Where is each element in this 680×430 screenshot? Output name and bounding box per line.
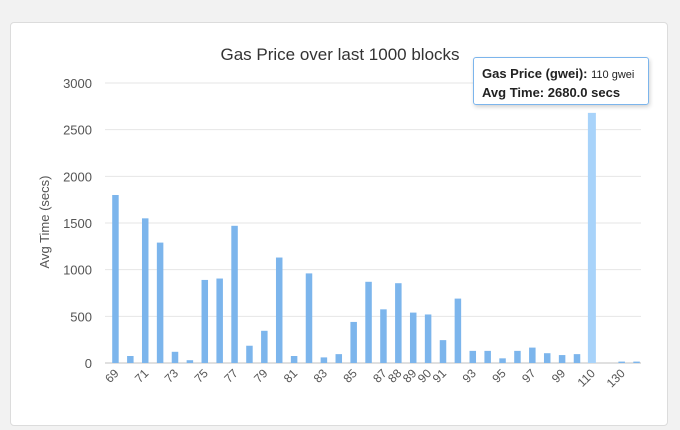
bar[interactable] bbox=[543, 353, 551, 363]
bar[interactable] bbox=[558, 355, 566, 363]
bar[interactable] bbox=[529, 347, 536, 363]
x-tick-label: 85 bbox=[340, 366, 360, 386]
bar[interactable] bbox=[350, 321, 357, 363]
bar[interactable] bbox=[409, 312, 417, 363]
bar[interactable] bbox=[290, 356, 298, 363]
bar[interactable] bbox=[231, 225, 238, 363]
x-tick-label: 75 bbox=[192, 366, 212, 386]
x-tick-label: 81 bbox=[281, 366, 301, 386]
y-tick-label: 500 bbox=[70, 309, 92, 324]
y-tick-label: 1500 bbox=[63, 216, 92, 231]
y-axis-label: Avg Time (secs) bbox=[37, 176, 52, 269]
x-tick-label: 91 bbox=[430, 366, 450, 386]
y-tick-label: 3000 bbox=[63, 76, 92, 91]
bar[interactable] bbox=[127, 356, 134, 363]
bar[interactable] bbox=[587, 112, 596, 363]
x-tick-label: 130 bbox=[604, 366, 628, 390]
bar[interactable] bbox=[424, 314, 432, 363]
x-tick-label: 97 bbox=[519, 366, 539, 386]
grid-lines bbox=[105, 82, 641, 364]
bars bbox=[112, 112, 640, 363]
bar[interactable] bbox=[275, 257, 283, 363]
bar[interactable] bbox=[320, 357, 328, 363]
x-tick-label: 79 bbox=[251, 366, 271, 386]
bar[interactable] bbox=[365, 281, 372, 363]
x-tick-label: 99 bbox=[549, 366, 569, 386]
bar[interactable] bbox=[305, 273, 313, 363]
bar[interactable] bbox=[469, 350, 477, 363]
x-tick-label: 71 bbox=[132, 366, 152, 386]
bar[interactable] bbox=[216, 278, 223, 363]
x-tick-label: 83 bbox=[311, 366, 331, 386]
x-tick-label: 69 bbox=[102, 366, 122, 386]
bar[interactable] bbox=[395, 283, 402, 363]
x-tick-label: 77 bbox=[221, 366, 241, 386]
bar-tooltip: Gas Price (gwei): 110 gwei Avg Time: 268… bbox=[473, 57, 649, 105]
tooltip-time-value: 2680.0 secs bbox=[547, 85, 621, 100]
bar[interactable] bbox=[633, 361, 640, 363]
tooltip-gas-label: Gas Price (gwei): bbox=[482, 66, 588, 81]
bar[interactable] bbox=[141, 218, 149, 363]
x-tick-label: 110 bbox=[575, 366, 599, 390]
bar[interactable] bbox=[439, 340, 447, 363]
bar[interactable] bbox=[186, 360, 194, 363]
y-tick-label: 2500 bbox=[63, 123, 92, 138]
chart-title: Gas Price over last 1000 blocks bbox=[220, 45, 459, 64]
x-tick-label: 93 bbox=[460, 366, 480, 386]
bar[interactable] bbox=[246, 345, 253, 363]
bar[interactable] bbox=[171, 351, 179, 363]
y-tick-label: 1000 bbox=[63, 263, 92, 278]
y-tick-label: 0 bbox=[85, 356, 92, 371]
bar[interactable] bbox=[499, 358, 506, 363]
bar[interactable] bbox=[454, 298, 462, 363]
bar[interactable] bbox=[380, 309, 387, 363]
bar[interactable] bbox=[261, 330, 268, 363]
bar[interactable] bbox=[112, 195, 119, 363]
bar[interactable] bbox=[156, 242, 164, 363]
bar[interactable] bbox=[201, 279, 209, 363]
bar[interactable] bbox=[335, 354, 343, 363]
y-tick-labels: 0 500 1000 1500 2000 2500 3000 bbox=[63, 76, 92, 371]
bar[interactable] bbox=[573, 354, 581, 363]
tooltip-gas-value: 110 gwei bbox=[591, 69, 635, 81]
x-tick-label: 73 bbox=[162, 366, 182, 386]
y-tick-label: 2000 bbox=[63, 169, 92, 184]
bar[interactable] bbox=[618, 361, 625, 363]
bar[interactable] bbox=[484, 350, 491, 363]
x-tick-label: 95 bbox=[489, 366, 509, 386]
bar[interactable] bbox=[514, 350, 521, 363]
tooltip-time-label: Avg Time: bbox=[482, 85, 545, 100]
